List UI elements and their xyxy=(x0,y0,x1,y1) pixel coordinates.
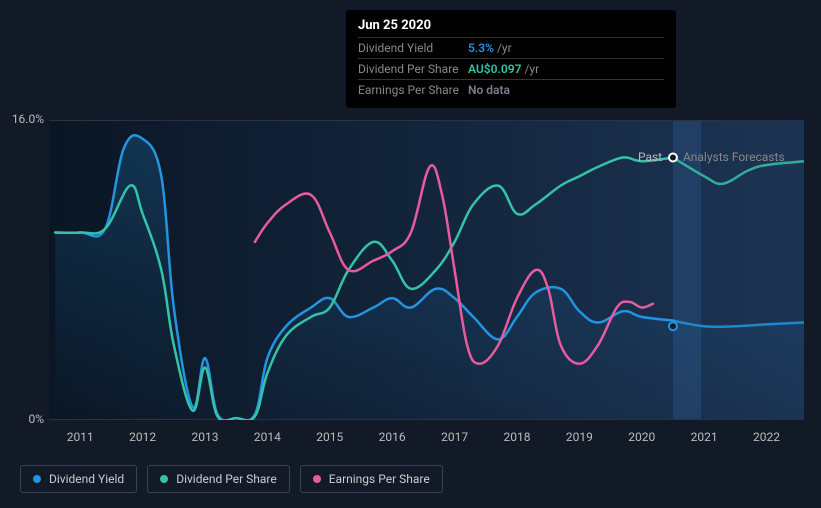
x-axis-tick: 2011 xyxy=(67,430,94,444)
y-axis-tick: 0% xyxy=(8,412,44,426)
tooltip-row: Dividend Yield5.3%/yr xyxy=(358,37,664,58)
analysts-forecasts-label: Analysts Forecasts xyxy=(683,150,785,164)
tooltip-row-unit: /yr xyxy=(524,62,539,76)
tooltip-row-label: Dividend Yield xyxy=(358,41,468,55)
tooltip-row-value: 5.3% xyxy=(468,41,494,55)
legend-item-label: Dividend Yield xyxy=(49,472,124,486)
tooltip-row-value: AU$0.097 xyxy=(468,62,521,76)
x-axis-tick: 2014 xyxy=(254,430,281,444)
x-axis-tick: 2012 xyxy=(129,430,156,444)
chart-plot-area xyxy=(49,120,804,420)
x-axis-tick: 2015 xyxy=(316,430,343,444)
tooltip-date: Jun 25 2020 xyxy=(358,18,664,37)
legend-dot-icon xyxy=(33,475,41,483)
x-axis-tick: 2016 xyxy=(379,430,406,444)
x-axis-tick: 2020 xyxy=(628,430,655,444)
y-axis-tick: 16.0% xyxy=(8,112,44,126)
legend-item[interactable]: Earnings Per Share xyxy=(300,465,443,493)
tooltip-row-label: Dividend Per Share xyxy=(358,62,468,76)
tooltip-row-label: Earnings Per Share xyxy=(358,83,468,97)
legend-item[interactable]: Dividend Per Share xyxy=(147,465,290,493)
x-axis-tick: 2022 xyxy=(753,430,780,444)
legend-item-label: Dividend Per Share xyxy=(176,472,277,486)
chart-tooltip: Jun 25 2020 Dividend Yield5.3%/yrDividen… xyxy=(346,10,676,108)
tooltip-row-unit: /yr xyxy=(497,41,512,55)
tooltip-row-value: No data xyxy=(468,83,510,97)
tooltip-row: Earnings Per ShareNo data xyxy=(358,79,664,100)
past-label: Past xyxy=(638,150,662,164)
x-axis-tick: 2017 xyxy=(441,430,468,444)
legend-item[interactable]: Dividend Yield xyxy=(20,465,137,493)
legend-dot-icon xyxy=(313,475,321,483)
legend-item-label: Earnings Per Share xyxy=(329,472,430,486)
x-axis-tick: 2019 xyxy=(566,430,593,444)
legend-dot-icon xyxy=(160,475,168,483)
x-axis-tick: 2021 xyxy=(691,430,718,444)
chart-legend: Dividend Yield Dividend Per Share Earnings… xyxy=(20,465,443,493)
chart-x-axis: 2011 2012 2013 2014 2015 2016 2017 2018 2019 2020… xyxy=(49,430,804,448)
x-axis-tick: 2013 xyxy=(191,430,218,444)
tooltip-row: Dividend Per ShareAU$0.097/yr xyxy=(358,58,664,79)
x-axis-tick: 2018 xyxy=(503,430,530,444)
